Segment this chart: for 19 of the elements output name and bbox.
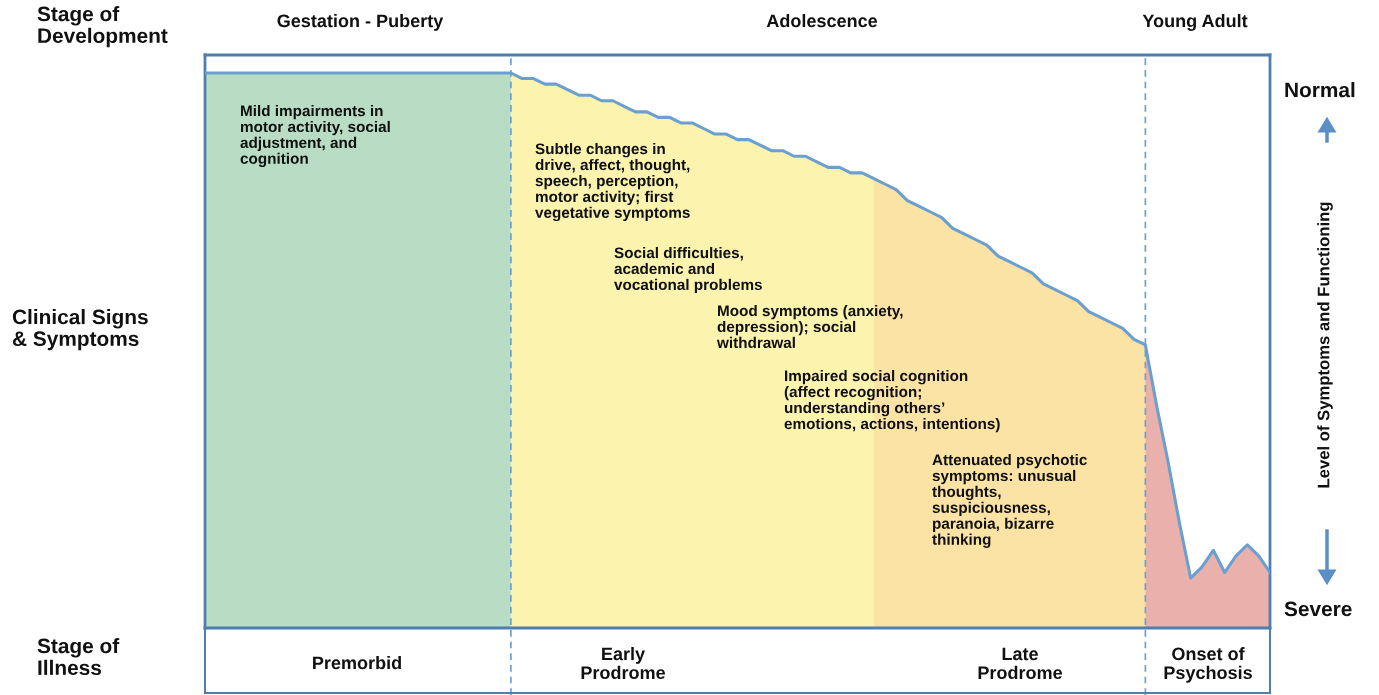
annotation: Impaired social cognition (affect recognition; understanding others’ emotions, actions, intentions) bbox=[784, 370, 1000, 433]
text: Onset of Psychosis bbox=[1164, 647, 1252, 683]
annotation: Attenuated psychotic symptoms: unusual thoughts, suspiciousness, paranoia, bizarre thinking bbox=[932, 454, 1087, 548]
text: Level of Symptoms and Functioning bbox=[1317, 202, 1333, 488]
text: Severe bbox=[1284, 601, 1352, 617]
text: Stage of Development bbox=[37, 6, 168, 48]
annotation: Mood symptoms (anxiety, depression); social withdrawal bbox=[716, 305, 903, 349]
text: Normal bbox=[1285, 82, 1355, 98]
text: Early Prodrome bbox=[581, 647, 666, 680]
text: Late Prodrome bbox=[978, 647, 1063, 680]
text: Adolescence bbox=[766, 14, 878, 28]
annotation: Mild impairments in motor activity, social adjustment, and cognition bbox=[240, 105, 390, 168]
text: Clinical Signs & Symptoms bbox=[12, 309, 148, 351]
annotation: Social difficulties, academic and vocational problems bbox=[614, 247, 762, 294]
text: Gestation - Puberty bbox=[277, 14, 444, 31]
text: Stage of Illness bbox=[37, 638, 120, 676]
text: Young Adult bbox=[1142, 14, 1248, 31]
annotation: Subtle changes in drive, affect, thought, speech, perception, motor activity; first vegetative symptoms bbox=[535, 143, 690, 222]
text: Premorbid bbox=[313, 656, 401, 670]
